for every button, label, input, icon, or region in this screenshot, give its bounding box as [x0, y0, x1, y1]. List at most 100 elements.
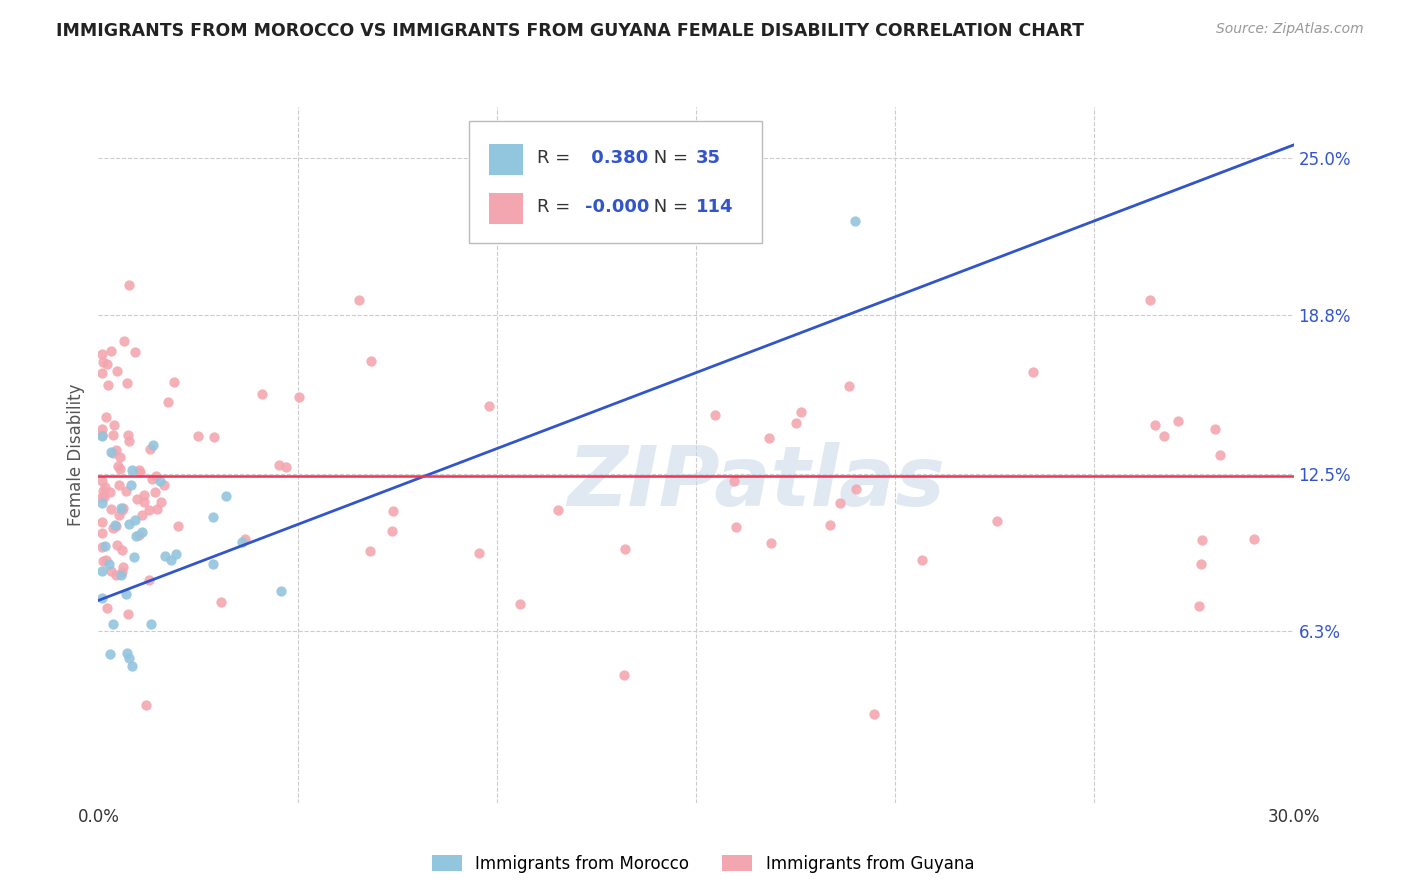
Point [231, 534, 253, 549]
Point [723, 474, 745, 488]
Point [98, 557, 121, 571]
Y-axis label: Female Disability: Female Disability [67, 384, 86, 526]
Point [107, 458, 129, 473]
FancyBboxPatch shape [470, 121, 762, 243]
Point [91, 515, 114, 529]
Point [149, 475, 172, 489]
Point [547, 502, 569, 516]
Point [703, 408, 725, 422]
Point [274, 459, 297, 474]
Text: Source: ZipAtlas.com: Source: ZipAtlas.com [1216, 22, 1364, 37]
Point [104, 518, 127, 533]
Point [103, 617, 125, 632]
Point [118, 650, 141, 665]
Point [97, 377, 120, 392]
Point [820, 518, 842, 533]
Point [110, 568, 132, 582]
Point [138, 503, 160, 517]
Text: IMMIGRANTS FROM MOROCCO VS IMMIGRANTS FROM GUYANA FEMALE DISABILITY CORRELATION : IMMIGRANTS FROM MOROCCO VS IMMIGRANTS FR… [56, 22, 1084, 40]
Point [111, 543, 134, 558]
Point [112, 334, 135, 349]
Point [96, 357, 118, 371]
Point [91, 540, 114, 554]
Legend: Immigrants from Morocco, Immigrants from Guyana: Immigrants from Morocco, Immigrants from… [425, 848, 981, 880]
Point [134, 488, 156, 502]
Point [91, 526, 114, 541]
Text: R =: R = [537, 149, 576, 167]
Text: N =: N = [648, 197, 695, 216]
Point [111, 503, 134, 517]
Point [96, 409, 118, 424]
Point [101, 427, 124, 442]
Point [468, 547, 491, 561]
Point [100, 565, 122, 579]
Point [98, 647, 121, 661]
Point [108, 508, 131, 522]
Point [117, 607, 139, 621]
Point [830, 496, 852, 510]
Point [128, 463, 150, 477]
Point [202, 430, 225, 444]
Point [91, 367, 114, 381]
Point [1243, 532, 1265, 546]
Point [111, 559, 134, 574]
Point [91, 474, 114, 488]
Point [118, 278, 141, 293]
Point [100, 444, 122, 458]
Point [129, 466, 152, 480]
Point [101, 446, 124, 460]
Point [138, 574, 160, 588]
Point [115, 646, 138, 660]
FancyBboxPatch shape [489, 193, 523, 224]
Text: 35: 35 [696, 149, 721, 167]
Point [250, 386, 273, 401]
Point [143, 484, 166, 499]
Point [215, 490, 238, 504]
Point [111, 565, 134, 579]
Point [758, 431, 780, 445]
Point [91, 483, 114, 498]
Point [108, 478, 131, 492]
Point [838, 378, 860, 392]
Point [91, 496, 114, 510]
Point [270, 583, 292, 598]
Text: -0.000: -0.000 [585, 197, 650, 216]
Point [724, 520, 747, 534]
Point [100, 502, 122, 516]
Point [105, 538, 128, 552]
Text: N =: N = [648, 149, 695, 167]
Point [121, 658, 143, 673]
Point [93, 490, 115, 504]
Point [862, 707, 884, 722]
Point [115, 587, 138, 601]
Point [153, 478, 176, 492]
Point [117, 516, 139, 531]
Point [1022, 365, 1045, 379]
FancyBboxPatch shape [489, 144, 523, 175]
Point [101, 520, 124, 534]
Point [142, 438, 165, 452]
Point [91, 554, 114, 568]
Point [1167, 414, 1189, 428]
Point [93, 480, 115, 494]
Point [115, 483, 138, 498]
Text: 114: 114 [696, 197, 734, 216]
Point [1209, 448, 1232, 462]
Point [153, 549, 176, 564]
Point [1139, 293, 1161, 308]
Point [508, 597, 530, 611]
Point [360, 353, 382, 368]
Point [163, 375, 186, 389]
Point [128, 527, 150, 541]
Point [110, 450, 132, 465]
Point [167, 519, 190, 533]
Point [124, 344, 146, 359]
Point [478, 399, 501, 413]
Point [1144, 417, 1167, 432]
Point [105, 364, 128, 378]
Point [1153, 429, 1175, 443]
Point [122, 550, 145, 565]
Point [91, 427, 114, 442]
Point [146, 501, 169, 516]
Point [1189, 558, 1212, 572]
